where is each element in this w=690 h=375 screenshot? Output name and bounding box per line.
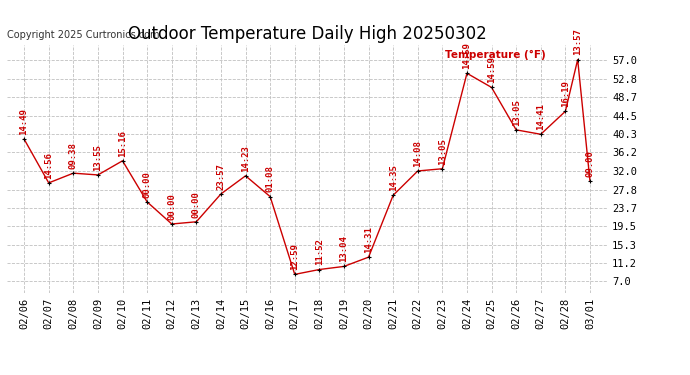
Point	[338, 263, 349, 269]
Text: 14:35: 14:35	[388, 164, 397, 191]
Point	[314, 267, 325, 273]
Text: 16:19: 16:19	[561, 80, 570, 107]
Point	[117, 158, 128, 164]
Point	[215, 191, 226, 197]
Text: 14:49: 14:49	[19, 108, 28, 135]
Point	[363, 254, 374, 260]
Text: 12:59: 12:59	[290, 243, 299, 270]
Text: 09:00: 09:00	[586, 150, 595, 177]
Point	[437, 166, 448, 172]
Point	[412, 168, 423, 174]
Text: 00:00: 00:00	[143, 171, 152, 198]
Text: 14:41: 14:41	[536, 103, 545, 130]
Point	[68, 170, 79, 176]
Text: 14:31: 14:31	[364, 226, 373, 253]
Title: Outdoor Temperature Daily High 20250302: Outdoor Temperature Daily High 20250302	[128, 26, 486, 44]
Point	[265, 194, 276, 200]
Point	[289, 272, 300, 278]
Point	[535, 131, 546, 137]
Text: 00:00: 00:00	[192, 191, 201, 217]
Point	[166, 221, 177, 227]
Text: 23:57: 23:57	[217, 163, 226, 190]
Text: 14:23: 14:23	[241, 145, 250, 172]
Point	[388, 192, 399, 198]
Point	[19, 136, 30, 142]
Text: 14:08: 14:08	[413, 140, 422, 167]
Text: 13:04: 13:04	[339, 236, 348, 262]
Point	[191, 219, 202, 225]
Text: 00:00: 00:00	[167, 193, 176, 220]
Point	[584, 178, 595, 184]
Text: 13:05: 13:05	[512, 99, 521, 126]
Text: 14:56: 14:56	[44, 152, 53, 179]
Text: 13:05: 13:05	[438, 138, 447, 165]
Text: 11:52: 11:52	[315, 238, 324, 266]
Point	[462, 70, 473, 76]
Point	[511, 127, 522, 133]
Point	[486, 84, 497, 90]
Text: 15:16: 15:16	[118, 130, 127, 157]
Point	[43, 180, 55, 186]
Point	[240, 173, 251, 179]
Point	[560, 108, 571, 114]
Point	[92, 172, 104, 178]
Text: Copyright 2025 Curtronics.com: Copyright 2025 Curtronics.com	[7, 30, 159, 40]
Text: 14:59: 14:59	[487, 56, 496, 83]
Text: Temperature (°F): Temperature (°F)	[445, 50, 546, 60]
Point	[141, 199, 152, 205]
Text: 01:08: 01:08	[266, 165, 275, 192]
Text: 14:59: 14:59	[462, 42, 471, 69]
Point	[572, 57, 583, 63]
Text: 13:55: 13:55	[93, 144, 102, 171]
Text: 13:57: 13:57	[573, 28, 582, 56]
Text: 09:38: 09:38	[69, 142, 78, 169]
